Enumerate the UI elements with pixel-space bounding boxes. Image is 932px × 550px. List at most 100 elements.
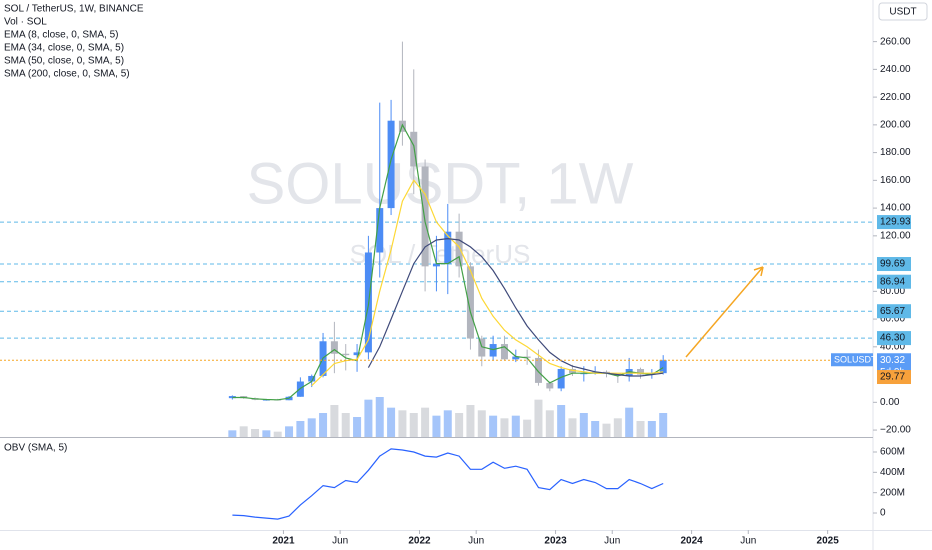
annotation-arrowhead [753,266,764,277]
y-tick-label: 60.00 [880,314,905,325]
series-line [232,448,664,520]
x-tick-label: Jun [332,536,348,547]
volume-bar [330,405,339,437]
volume-bar [285,426,294,437]
legend-entry: SMA (50, close, 0, SMA, 5) [4,56,124,67]
y-tick-label: 120.00 [880,230,911,241]
volume-bar [659,413,668,437]
legend-entry: EMA (8, close, 0, SMA, 5) [4,30,118,41]
volume-bar [319,413,328,437]
candle-body [625,369,633,376]
volume-bar [251,429,260,437]
symbol-label: SOLUSDT [834,355,877,365]
volume-bar [273,431,282,437]
candle-body [330,341,338,354]
x-tick-label: 2022 [408,536,431,547]
candle-body [353,352,361,356]
x-tick-label: 2021 [272,536,295,547]
volume-bar [579,413,588,437]
volume-bar [432,415,441,437]
indicator-title: OBV (SMA, 5) [4,443,67,454]
annotation-arrow [685,266,764,358]
volume-bar [613,418,622,437]
volume-bar [387,407,396,437]
symbol-label-box [831,353,873,367]
candle-body [500,344,508,360]
volume-bar [500,418,509,437]
volume-bar [489,415,498,437]
candle-body [546,382,554,389]
candle-body [637,369,645,375]
volume-bar [353,417,362,437]
candle-body [659,360,667,374]
candle-body [591,371,599,374]
y-tick-label: −20.00 [880,425,911,436]
volume-bar [228,430,237,437]
y-tick-label: 0 [880,508,886,519]
y-tick-label: 220.00 [880,92,911,103]
volume-bar [296,421,305,437]
volume-bar [262,430,271,437]
volume-bar [557,405,566,437]
candle-body [432,263,440,267]
last-price-label: 30.32 [880,355,905,366]
volume-bar [466,405,475,437]
legend-entry: SMA (200, close, 0, SMA, 5) [4,69,130,80]
volume-bar [239,426,248,437]
prev-close-box [877,370,911,385]
volume-bar [341,413,350,437]
candle-body [455,231,463,267]
level-label-box [877,331,911,346]
candle-body [478,338,486,357]
y-tick-label: 240.00 [880,64,911,75]
candle-body [376,208,384,253]
currency-button[interactable] [878,2,928,21]
legend-entry: EMA (34, close, 0, SMA, 5) [4,43,124,54]
x-tick-label: 2023 [544,536,567,547]
level-label-box [877,257,911,272]
candle-body [489,344,497,357]
volume-bar [534,399,543,437]
legend-entry: Vol · SOL [4,17,47,28]
candle-body [602,371,610,374]
volume-bar [364,399,373,437]
volume-bar [409,413,418,437]
volume-bar [591,421,600,437]
candle-body [512,356,520,360]
x-tick-label: Jun [740,536,756,547]
y-tick-label: 40.00 [880,341,905,352]
candle-body [421,166,429,267]
level-label-box [877,274,911,289]
y-tick-label: 200.00 [880,119,911,130]
volume-bar [477,410,486,437]
chart-title: SOL / TetherUS, 1W, BINANCE [4,4,144,15]
volume-bar [568,418,577,437]
candle-body [342,353,350,356]
candle-body [228,396,236,399]
series-line [367,237,664,377]
prev-close-label: 29.77 [880,372,905,383]
y-tick-label: 160.00 [880,175,911,186]
volume-bar [602,423,611,437]
candle-body [466,266,474,339]
marks: 260.00 240.00 220.00 200.00 180.00 160.00 140.… [0,36,911,547]
volume-bar [398,410,407,437]
volume-bar [523,419,532,437]
volume-bar [545,410,554,437]
volume-bar [443,410,452,437]
y-tick-label: 260.00 [880,36,911,47]
candle-body [387,120,395,209]
level-label: 65.67 [880,306,905,317]
candle-body [568,369,576,374]
candle-body [523,356,531,358]
x-tick-label: 2024 [680,536,703,547]
y-tick-label: 140.00 [880,203,911,214]
level-label: 86.94 [880,276,905,287]
level-label: 46.30 [880,333,905,344]
volume-bar [375,397,384,437]
volume-bar [625,407,634,437]
y-tick-label: 400M [880,467,905,478]
volume-bar [511,415,520,437]
